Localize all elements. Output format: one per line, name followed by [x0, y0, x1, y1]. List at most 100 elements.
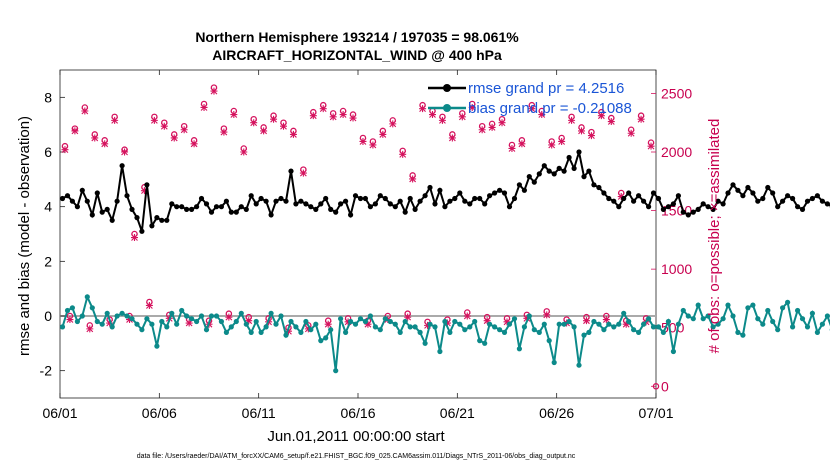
rmse-point: [650, 190, 657, 196]
bias-point: [417, 329, 423, 335]
rmse-point: [124, 193, 130, 199]
rmse-point: [203, 201, 210, 207]
obs-assimilated-marker: [200, 103, 208, 111]
bias-point: [705, 313, 711, 319]
bias-point: [616, 321, 622, 327]
rmse-point: [809, 195, 816, 202]
bias-point: [432, 324, 438, 330]
bias-point: [79, 313, 85, 319]
rmse-point: [745, 184, 751, 191]
bias-point: [775, 327, 781, 333]
rmse-point: [482, 201, 488, 207]
bias-point: [472, 318, 478, 325]
chart-title-line1: Northern Hemisphere 193214 / 197035 = 98…: [195, 29, 519, 45]
rmse-point: [735, 187, 741, 193]
bias-point: [164, 324, 170, 330]
rmse-point: [144, 182, 150, 188]
rmse-point: [432, 201, 438, 207]
rmse-point: [785, 193, 791, 199]
chart-title-line2: AIRCRAFT_HORIZONTAL_WIND @ 400 hPa: [212, 47, 502, 63]
bias-point: [372, 324, 378, 330]
bias-point: [566, 318, 572, 325]
rmse-point: [392, 204, 398, 210]
rmse-point: [79, 187, 85, 193]
rmse-point: [367, 204, 373, 210]
rmse-point: [755, 198, 761, 204]
x-tick-label: 06/06: [142, 405, 177, 421]
bias-point: [84, 294, 90, 300]
bias-point: [641, 321, 647, 327]
bias-point: [228, 324, 234, 330]
rmse-point: [770, 190, 776, 196]
obs-assimilated-marker: [111, 116, 119, 124]
obs-assimilated-marker: [498, 119, 506, 127]
bias-point: [273, 321, 279, 327]
rmse-point: [253, 201, 259, 207]
bias-point: [790, 324, 796, 330]
y-tick-label: -2: [40, 363, 53, 379]
bias-point: [59, 324, 66, 330]
rmse-point: [710, 206, 716, 212]
bias-point: [561, 321, 567, 327]
rmse-point: [611, 198, 617, 204]
rmse-point: [551, 171, 557, 177]
rmse-point: [467, 201, 473, 207]
bias-point: [606, 321, 612, 327]
rmse-point: [655, 195, 662, 202]
rmse-point: [119, 163, 125, 169]
rmse-point: [814, 193, 821, 199]
legend-rmse-marker: [443, 84, 451, 92]
bias-line: [61, 293, 830, 371]
bias-point: [809, 310, 816, 316]
rmse-point: [586, 168, 592, 174]
obs-assimilated-marker: [647, 142, 655, 150]
rmse-point: [526, 174, 532, 180]
obs-assimilated-marker: [240, 148, 248, 156]
obs-assimilated-marker: [329, 113, 337, 121]
x-tick-label: 07/01: [638, 405, 673, 421]
rmse-point: [84, 198, 90, 204]
obs-assimilated-marker: [369, 141, 377, 149]
obs-assimilated-marker: [508, 144, 516, 152]
rmse-point: [442, 204, 448, 210]
legend-rmse-label: rmse grand pr = 4.2516: [468, 80, 624, 97]
bias-point: [536, 329, 542, 335]
bias-point: [740, 332, 746, 338]
legend-bias-marker: [443, 104, 451, 112]
rmse-point: [516, 182, 523, 188]
obs-assimilated-marker: [220, 128, 228, 136]
bias-point: [626, 318, 632, 325]
rmse-point: [462, 198, 468, 204]
legend: rmse grand pr = 4.2516 bias grand pr = -…: [428, 80, 632, 117]
obs-assimilated-marker: [349, 114, 357, 122]
obs-assimilated-marker: [429, 111, 436, 119]
bias-point: [814, 329, 821, 335]
rmse-point: [452, 195, 458, 202]
rmse-point: [581, 174, 587, 180]
rmse-point: [228, 209, 234, 215]
bias-point: [179, 307, 185, 314]
obs-assimilated-marker: [483, 317, 491, 325]
rmse-point: [164, 217, 170, 223]
obs-assimilated-marker: [538, 111, 546, 119]
bias-point: [765, 307, 771, 314]
bias-point: [278, 313, 284, 319]
rmse-point: [268, 212, 274, 218]
rmse-point: [59, 195, 66, 202]
bias-point: [174, 321, 180, 327]
bias-point: [715, 321, 721, 327]
rmse-point: [730, 182, 736, 188]
bias-point: [318, 338, 324, 344]
bias-point: [730, 313, 736, 319]
rmse-point: [576, 149, 582, 155]
bias-point: [333, 368, 339, 374]
bias-point: [367, 313, 373, 319]
rmse-point: [372, 201, 378, 207]
obs-assimilated-marker: [101, 140, 109, 148]
y-right-tick-label: 2000: [661, 144, 692, 160]
rmse-point: [238, 204, 244, 210]
rmse-point: [422, 193, 428, 199]
y-tick-label: 0: [44, 308, 52, 324]
rmse-point: [680, 209, 686, 215]
rmse-point: [412, 206, 418, 212]
